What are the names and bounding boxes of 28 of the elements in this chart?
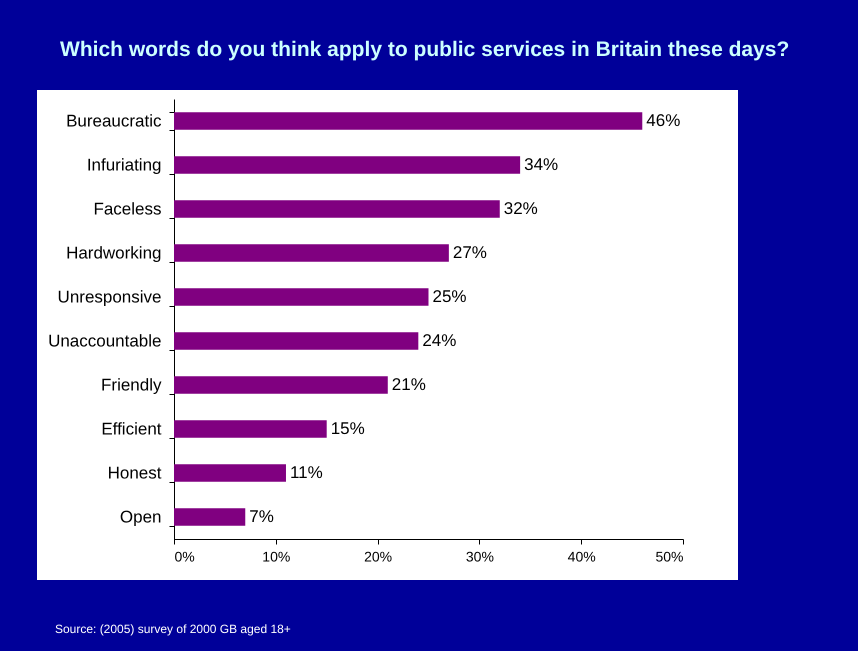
x-tick-label: 40% <box>568 548 596 564</box>
x-tick-label: 30% <box>466 548 494 564</box>
y-tick-label: Unresponsive <box>58 288 162 306</box>
y-tick-label: Efficient <box>101 420 162 438</box>
y-tick-label: Friendly <box>101 376 162 394</box>
data-label: 34% <box>524 155 558 174</box>
y-tick-label: Faceless <box>93 200 162 218</box>
y-tick-label: Honest <box>108 464 162 482</box>
data-label: 15% <box>330 419 365 438</box>
x-tick-label: 20% <box>364 548 392 564</box>
x-tick-label: 10% <box>262 548 290 564</box>
y-tick-label: Infuriating <box>86 156 162 174</box>
data-label: 21% <box>392 375 426 394</box>
data-label: 25% <box>432 287 467 306</box>
source-note: Source: (2005) survey of 2000 GB aged 18+ <box>55 622 291 636</box>
x-tick-label: 50% <box>655 548 684 564</box>
data-label: 32% <box>504 199 538 218</box>
data-label: 11% <box>290 463 323 482</box>
y-tick-label: Open <box>120 508 162 526</box>
y-tick-label: Unaccountable <box>48 332 162 350</box>
x-tick-label: 0% <box>174 548 195 564</box>
chart-title: Which words do you think apply to public services in Britain these days? <box>60 38 790 62</box>
y-tick-label: Hardworking <box>66 244 162 262</box>
data-label: 27% <box>452 243 487 262</box>
y-tick-label: Bureaucratic <box>66 112 162 130</box>
data-label: 46% <box>646 111 680 130</box>
data-label: 24% <box>422 331 456 350</box>
data-label: 7% <box>249 507 274 526</box>
